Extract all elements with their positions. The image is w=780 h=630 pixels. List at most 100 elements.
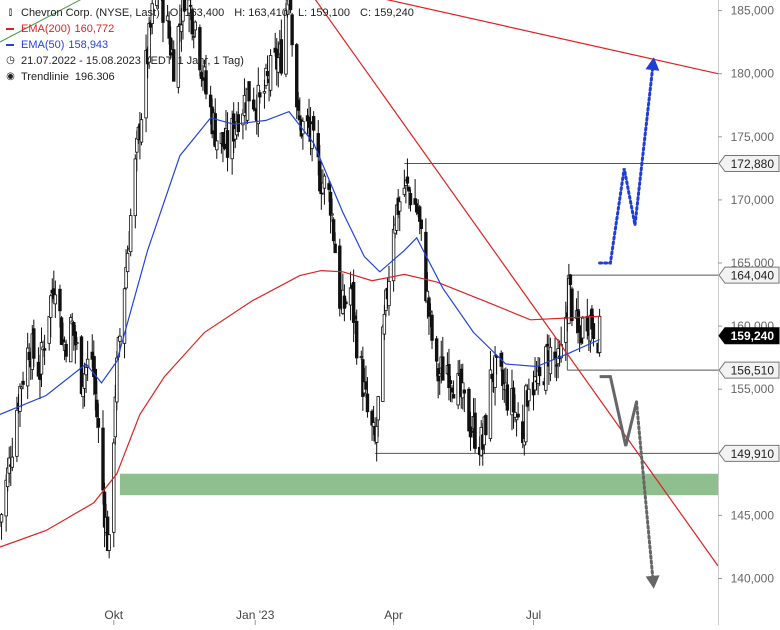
candle-body: [225, 130, 230, 158]
candle-body: [456, 373, 460, 406]
clock-icon: ◷: [6, 55, 15, 66]
price-tag-bg: [718, 361, 780, 379]
legend-high: H: 163,410: [234, 7, 289, 19]
candle-body: [47, 316, 51, 344]
candle-body: [93, 368, 98, 395]
price-tag-bg: [718, 444, 780, 462]
candle-body: [365, 393, 370, 413]
candle-body: [493, 355, 497, 388]
ema200-line: [0, 269, 600, 548]
candle-body: [251, 99, 256, 110]
candle-body: [256, 84, 260, 125]
price-tag-label: 164,040: [731, 269, 775, 283]
price-tag-bg: [718, 327, 780, 345]
candle-body: [0, 514, 4, 523]
candle-body: [533, 376, 537, 391]
candle-body: [21, 380, 25, 385]
candle-body: [402, 187, 407, 195]
candle-body: [448, 380, 453, 385]
chart-legend: ⫾ Chevron Corp. (NYSE, Last) O: 163,400 …: [6, 5, 414, 85]
candle-body: [113, 396, 118, 438]
candle-body: [150, 3, 154, 24]
legend-open: O: 163,400: [169, 7, 225, 19]
candle-body: [382, 313, 387, 335]
x-tick-label: Apr: [384, 608, 403, 622]
ema50-swatch-icon: [6, 44, 14, 46]
candle-body: [172, 49, 176, 82]
candle-body: [418, 206, 422, 222]
candle-body: [364, 381, 368, 390]
legend-ema200-value: 160,772: [74, 23, 115, 35]
candle-body: [330, 213, 334, 216]
candle-body: [470, 430, 474, 433]
candle-body: [215, 140, 219, 151]
level-price-tag: 164,040: [718, 266, 780, 284]
candle-body: [513, 411, 517, 418]
candle-body: [268, 55, 273, 91]
candle-body: [405, 176, 410, 184]
legend-trend-value: 196.306: [74, 71, 115, 83]
candle-body: [192, 36, 196, 39]
candle-body: [537, 366, 542, 377]
candle-body: [451, 394, 456, 399]
candle-body: [524, 385, 528, 443]
candle-body: [327, 183, 331, 190]
candle-body: [311, 116, 316, 131]
x-tick-label: Jul: [526, 608, 541, 622]
legend-ema200-label: EMA(200): [21, 23, 71, 35]
legend-trend-label: Trendlinie: [21, 71, 69, 83]
candle-body: [58, 288, 62, 312]
candle-body: [424, 231, 428, 302]
candle-body: [42, 348, 47, 351]
price-tag-label: 172,880: [731, 157, 775, 171]
candle-body: [32, 328, 36, 359]
candle-body: [407, 186, 411, 192]
legend-title: Chevron Corp. (NYSE, Last): [21, 7, 160, 19]
candle-body: [85, 358, 90, 368]
candle-body: [322, 175, 327, 189]
candle-body: [567, 277, 571, 325]
candle-body: [331, 219, 336, 242]
candle-body: [544, 346, 548, 391]
candle-body: [387, 280, 391, 307]
candle-body: [84, 366, 88, 376]
candle-body: [39, 342, 44, 375]
candle-body: [112, 442, 116, 533]
candle-body: [450, 387, 454, 393]
candle-body: [430, 314, 434, 341]
candle-body: [570, 288, 574, 322]
candle-body: [505, 384, 510, 411]
candle-body: [95, 399, 99, 418]
x-tick-label: Jan '23: [236, 608, 275, 622]
projection-down-arrow-dotted: [635, 400, 655, 587]
candle-body: [128, 215, 133, 253]
candle-body: [15, 409, 19, 457]
candle-body: [188, 4, 193, 7]
candle-body: [514, 416, 519, 421]
candle-body: [208, 94, 213, 108]
candle-body: [125, 252, 130, 273]
candle-body: [247, 81, 251, 102]
level-price-tag: 156,510: [718, 361, 780, 379]
candle-body: [501, 369, 505, 386]
candle-body: [118, 335, 122, 342]
candle-body: [279, 39, 284, 74]
candle-body: [434, 338, 439, 362]
legend-ema200-row: EMA(200) 160,772: [6, 21, 414, 37]
candle-body: [182, 0, 187, 12]
y-tick-label: 175,000: [731, 130, 775, 144]
current-price-tag: 159,240: [718, 327, 780, 345]
candlestick-icon: ⫾: [8, 7, 13, 18]
candle-body: [10, 456, 14, 468]
y-tick-label: 155,000: [731, 382, 775, 396]
trendline-prior: [0, 0, 82, 43]
candle-body: [484, 415, 488, 436]
candle-body: [133, 158, 137, 217]
candle-body: [79, 336, 84, 395]
trendline-dot-icon: ◉: [6, 71, 15, 82]
price-tag-label: 149,910: [731, 447, 775, 461]
candle-body: [155, 0, 159, 6]
candle-body: [64, 343, 68, 357]
